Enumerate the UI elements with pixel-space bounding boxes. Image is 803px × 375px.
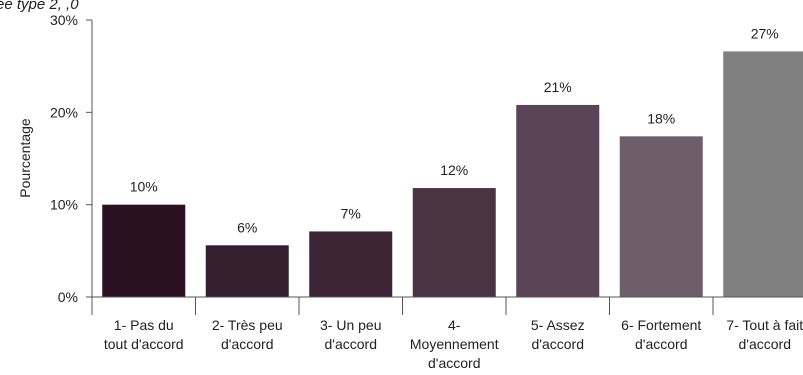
x-tick-label: 2- Très peu d'accord [212, 317, 283, 352]
data-label: 12% [440, 162, 468, 178]
data-label: 27% [751, 25, 779, 41]
bar [723, 51, 803, 297]
bar [412, 188, 496, 297]
x-tick-label: 1- Pas du tout d'accord [104, 317, 184, 352]
x-axis [91, 296, 803, 315]
data-label: 18% [647, 110, 675, 126]
y-tick-label: 0% [58, 289, 78, 305]
data-label: 21% [544, 79, 572, 95]
x-tick-label: 7- Tout à fait d'accord [726, 317, 803, 352]
bar [309, 231, 393, 297]
data-labels: 10% 6% 7% 12% 21% 18% 27% [130, 25, 779, 235]
x-tick-label: 5- Assez d'accord [531, 317, 585, 352]
data-label: 6% [237, 219, 257, 235]
bar [619, 136, 703, 297]
x-tick-labels: 1- Pas du tout d'accord 2- Très peu d'accor… [104, 317, 803, 371]
bar [205, 245, 289, 297]
x-tick-label: 6- Fortement d'accord [621, 317, 701, 352]
y-tick-label: 30% [50, 12, 78, 28]
data-label: 10% [130, 179, 158, 195]
y-axis-title: Pourcentage [17, 118, 33, 198]
y-tick-label: 20% [50, 104, 78, 120]
x-tick-label: 4-Moyennement d'accord [410, 317, 499, 371]
bar [516, 104, 600, 298]
data-label: 7% [341, 205, 361, 221]
bar [102, 204, 186, 297]
y-axis: 0% 10% 20% 30% [50, 12, 93, 305]
y-tick-label: 10% [50, 197, 78, 213]
x-tick-label: 3- Un peu d'accord [320, 317, 381, 352]
clipped-title: ée type 2, ,0 [0, 0, 79, 13]
bars [102, 51, 803, 298]
